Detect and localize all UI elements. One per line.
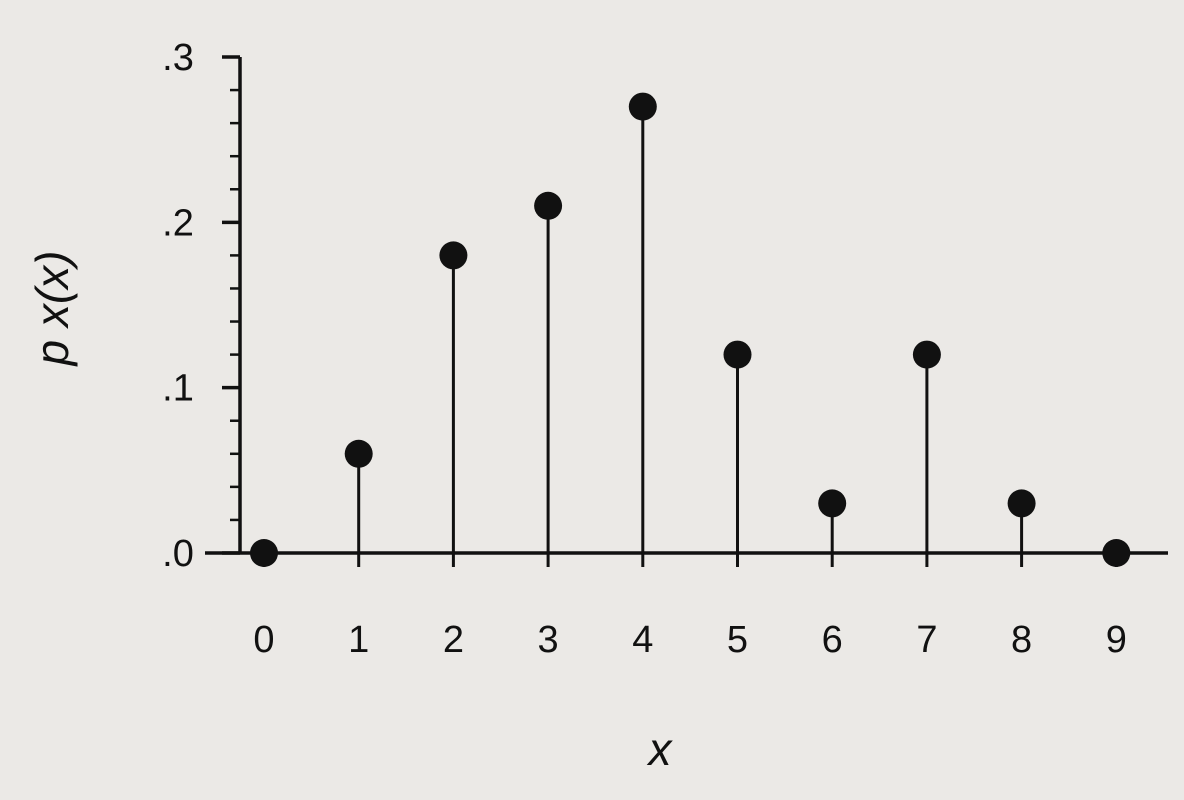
data-point xyxy=(344,439,373,468)
data-point xyxy=(818,489,847,518)
x-tick-label: 5 xyxy=(727,619,748,661)
points xyxy=(250,92,1131,567)
data-point xyxy=(1102,539,1131,567)
x-axis-title: x xyxy=(647,723,674,775)
x-axis xyxy=(205,551,1168,567)
data-point xyxy=(628,92,657,121)
x-tick-label: 2 xyxy=(443,619,464,661)
x-tick-label: 4 xyxy=(632,619,653,661)
stems xyxy=(357,106,1024,553)
x-tick-label: 9 xyxy=(1106,619,1127,661)
y-tick-label: .2 xyxy=(162,202,194,244)
x-tick-label: 0 xyxy=(253,619,274,661)
x-tick-label: 8 xyxy=(1011,619,1032,661)
data-point xyxy=(250,539,278,567)
x-tick-label: 7 xyxy=(916,619,937,661)
y-axis xyxy=(222,55,242,555)
y-tick-label: .3 xyxy=(162,37,194,79)
data-point xyxy=(723,340,752,369)
x-tick-label: 3 xyxy=(538,619,559,661)
tick-labels: .0 .1 .2 .3 0 1 2 3 4 5 6 7 8 9 xyxy=(162,37,1127,661)
y-tick-label: .1 xyxy=(162,368,194,410)
data-point xyxy=(439,241,468,270)
x-tick-label: 1 xyxy=(348,619,369,661)
y-tick-label: .0 xyxy=(162,533,194,575)
data-point xyxy=(912,340,941,369)
data-point xyxy=(534,191,563,220)
data-point xyxy=(1007,489,1036,518)
x-tick-label: 6 xyxy=(822,619,843,661)
y-axis-title: p x(x) xyxy=(26,251,78,368)
